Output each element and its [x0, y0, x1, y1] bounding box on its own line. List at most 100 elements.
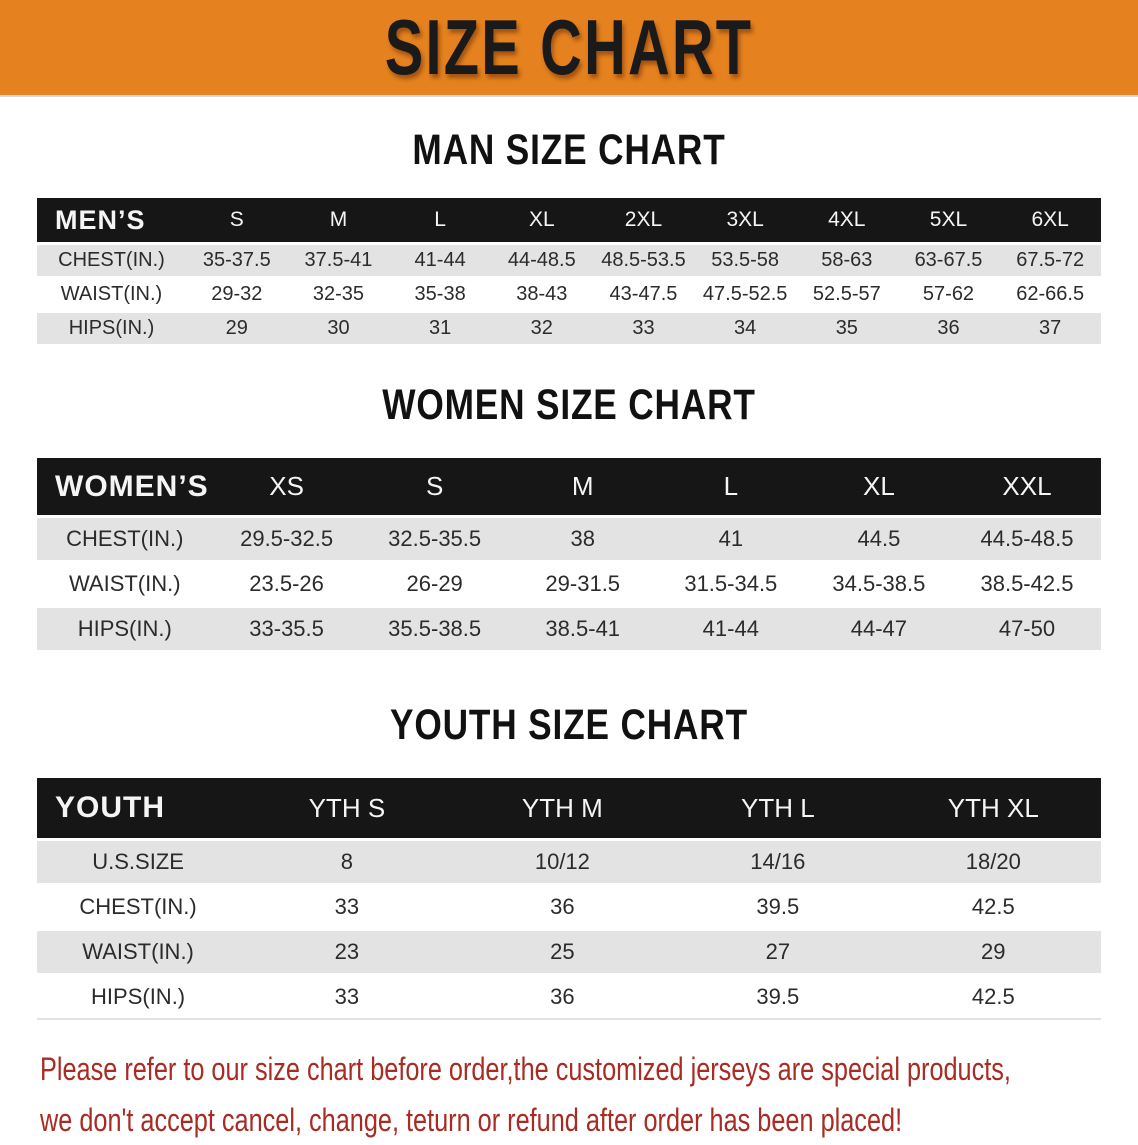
page-title: SIZE CHART [384, 3, 754, 91]
size-value: 32.5-35.5 [388, 526, 482, 551]
size-value: 52.5-57 [812, 283, 881, 305]
size-value: 41-44 [414, 249, 466, 271]
size-column-header: M [571, 471, 594, 501]
size-value: 23 [334, 939, 360, 964]
row-label: WAIST(IN.) [68, 571, 181, 596]
size-value: 32-35 [312, 283, 365, 305]
table-corner-label: WOMEN’S [55, 469, 209, 503]
table-row: HIPS(IN.) 33-35.5 35.5-38.5 38.5-41 41-44 44-… [37, 608, 1101, 650]
size-column-header: XL [528, 208, 555, 231]
table-header-row: MEN’S S M L XL 2XL 3XL 4XL 5XL 6XL [37, 198, 1101, 242]
size-column-header: XL [862, 471, 895, 501]
row-label: CHEST(IN.) [58, 249, 165, 271]
size-column-header: 2XL [624, 208, 663, 231]
size-value: 47-50 [998, 616, 1056, 641]
size-value: 29 [981, 939, 1006, 964]
table-corner-label: MEN’S [55, 204, 146, 235]
size-value: 38.5-41 [545, 616, 621, 641]
row-label: CHEST(IN.) [79, 894, 197, 919]
size-column-header: YTH S [308, 792, 386, 823]
notice-line-1: Please refer to our size chart before or… [40, 1051, 1011, 1087]
size-value: 38.5-42.5 [980, 571, 1074, 596]
banner: SIZE CHART [0, 0, 1138, 97]
size-value: 37 [1039, 317, 1062, 339]
size-column-header: 4XL [828, 208, 866, 231]
size-value: 33 [632, 317, 655, 339]
size-value: 53.5-58 [711, 249, 780, 271]
footer-notice: Please refer to our size chart before or… [40, 1044, 1138, 1145]
size-value: 47.5-52.5 [702, 283, 788, 305]
size-column-header: S [229, 208, 244, 231]
youth-section: YOUTH SIZE CHART YOUTH YTH S YTH M YTH L YTH… [0, 701, 1138, 1018]
size-column-header: YTH L [740, 792, 815, 823]
size-value: 14/16 [750, 849, 806, 874]
size-value: 29-31.5 [545, 571, 621, 596]
size-value: 35.5-38.5 [388, 616, 482, 641]
table-row: CHEST(IN.) 29.5-32.5 32.5-35.5 38 41 44.5 44.5… [37, 518, 1101, 560]
size-column-header: 3XL [726, 208, 764, 231]
size-column-header: XXL [1002, 471, 1052, 501]
row-label: HIPS(IN.) [91, 984, 186, 1009]
men-size-table: MEN’S S M L XL 2XL 3XL 4XL 5XL 6XL CHEST(IN.) 35-37… [37, 198, 1101, 344]
men-section-title: MAN SIZE CHART [412, 126, 726, 174]
size-value: 38-43 [516, 283, 568, 305]
size-column-header: YTH M [521, 792, 603, 823]
table-row: U.S.SIZE 8 10/12 14/16 18/20 [37, 841, 1101, 883]
size-value: 67.5-72 [1016, 249, 1085, 271]
row-label: U.S.SIZE [92, 849, 184, 874]
size-column-header: S [425, 471, 444, 501]
size-value: 48.5-53.5 [601, 249, 686, 271]
size-value: 30 [327, 317, 350, 339]
size-value: 10/12 [534, 849, 590, 874]
row-label: HIPS(IN.) [77, 616, 172, 641]
size-value: 36 [550, 984, 575, 1009]
women-section: WOMEN SIZE CHART WOMEN’S XS S M L XL XXL CHEST(… [0, 381, 1138, 650]
size-value: 58-63 [821, 249, 873, 271]
size-value: 26-29 [406, 571, 463, 596]
size-value: 39.5 [756, 894, 800, 919]
men-section: MAN SIZE CHART MEN’S S M L XL 2XL 3XL 4XL 5XL 6XL… [0, 126, 1138, 344]
size-value: 29-32 [211, 283, 263, 305]
size-value: 43-47.5 [609, 283, 678, 305]
size-column-header: M [329, 208, 348, 231]
table-row: WAIST(IN.) 23.5-26 26-29 29-31.5 31.5-34.5 34… [37, 563, 1101, 605]
size-value: 41-44 [702, 616, 759, 641]
size-value: 34.5-38.5 [832, 571, 926, 596]
youth-size-table: YOUTH YTH S YTH M YTH L YTH XL U.S.SIZE 8 10/12… [37, 778, 1101, 1018]
size-value: 31.5-34.5 [684, 571, 778, 596]
size-value: 44-47 [850, 616, 908, 641]
size-value: 63-67.5 [914, 249, 983, 271]
size-column-header: XS [269, 471, 304, 501]
size-value: 42.5 [971, 984, 1015, 1009]
size-value: 29 [225, 317, 248, 339]
table-row: CHEST(IN.) 33 36 39.5 42.5 [37, 886, 1101, 928]
size-value: 18/20 [965, 849, 1021, 874]
size-value: 35 [835, 317, 858, 339]
size-value: 57-62 [922, 283, 975, 305]
size-value: 36 [550, 894, 575, 919]
size-value: 33-35.5 [249, 616, 324, 641]
row-label: WAIST(IN.) [82, 939, 194, 964]
size-value: 44.5 [857, 526, 901, 551]
size-column-header: YTH XL [947, 792, 1039, 823]
size-value: 8 [340, 849, 354, 874]
table-row: WAIST(IN.) 29-32 32-35 35-38 38-43 43-47.5 47.… [37, 279, 1101, 310]
size-value: 37.5-41 [304, 249, 373, 271]
size-value: 25 [550, 939, 575, 964]
size-column-header: L [723, 471, 739, 501]
row-label: HIPS(IN.) [68, 317, 155, 339]
size-value: 62-66.5 [1016, 283, 1085, 305]
size-value: 44-48.5 [507, 249, 576, 271]
size-value: 36 [937, 317, 960, 339]
women-section-title: WOMEN SIZE CHART [382, 381, 756, 429]
row-label: WAIST(IN.) [60, 283, 163, 305]
table-row: HIPS(IN.) 33 36 39.5 42.5 [37, 976, 1101, 1018]
size-value: 23.5-26 [249, 571, 324, 596]
table-row: CHEST(IN.) 35-37.5 37.5-41 41-44 44-48.5 48.5… [37, 245, 1101, 276]
size-value: 34 [734, 317, 757, 339]
size-value: 42.5 [971, 894, 1015, 919]
size-value: 41 [718, 526, 744, 551]
table-corner-label: YOUTH [55, 791, 165, 824]
women-size-table: WOMEN’S XS S M L XL XXL CHEST(IN.) 29.5-32.5 32.5… [37, 458, 1101, 650]
size-value: 29.5-32.5 [240, 526, 334, 551]
